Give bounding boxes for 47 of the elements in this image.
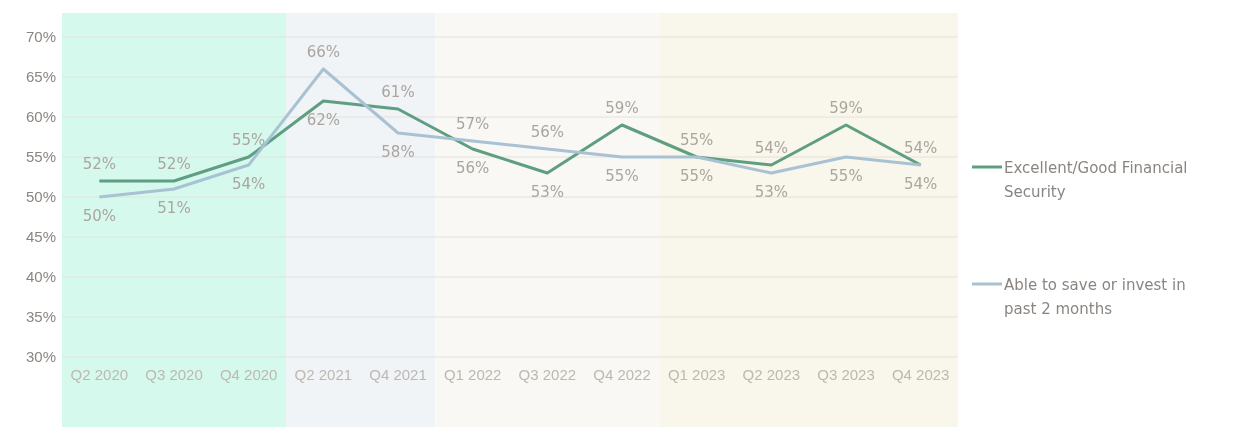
data-label: 54% [231, 175, 266, 193]
data-label: 58% [381, 143, 415, 161]
data-label: 53% [530, 183, 565, 201]
x-tick-label: Q3 2020 [145, 365, 203, 383]
data-label: 55% [679, 167, 714, 185]
data-label: 55% [605, 167, 639, 185]
legend-label: Able to save or invest in past 2 months [1004, 276, 1186, 318]
y-tick-label: 45% [25, 228, 56, 246]
y-tick-label: 30% [25, 348, 56, 366]
data-label: 62% [306, 111, 341, 129]
y-tick-label: 40% [25, 268, 56, 286]
x-tick-label: Q1 2023 [667, 365, 726, 383]
data-label: 52% [82, 155, 117, 173]
x-tick-label: Q4 2021 [369, 365, 427, 383]
x-tick-label: Q2 2023 [742, 365, 801, 383]
x-tick-label: Q4 2020 [219, 365, 278, 383]
y-tick-label: 70% [25, 28, 56, 46]
x-tick-label: Q1 2022 [443, 365, 502, 383]
x-tick-label: Q2 2021 [294, 365, 353, 383]
data-label: 53% [754, 183, 789, 201]
data-label: 57% [455, 115, 490, 133]
data-label: 52% [157, 155, 191, 173]
x-tick-label: Q3 2022 [518, 365, 577, 383]
data-label: 54% [754, 139, 789, 157]
y-tick-label: 60% [25, 108, 56, 126]
x-tick-label: Q2 2020 [70, 365, 129, 383]
y-tick-label: 55% [25, 148, 56, 166]
data-label: 54% [903, 175, 938, 193]
data-label: 66% [306, 43, 341, 61]
data-label: 59% [605, 99, 639, 117]
data-label: 51% [157, 199, 191, 217]
x-tick-label: Q4 2023 [891, 365, 950, 383]
data-label: 59% [829, 99, 863, 117]
y-tick-label: 35% [25, 308, 56, 326]
y-tick-label: 65% [25, 68, 56, 86]
data-label: 50% [82, 207, 117, 225]
data-label: 56% [530, 123, 565, 141]
data-label: 61% [381, 83, 415, 101]
x-tick-label: Q3 2023 [817, 365, 875, 383]
data-label: 54% [903, 139, 938, 157]
x-tick-label: Q4 2022 [593, 365, 651, 383]
data-label: 55% [829, 167, 863, 185]
legend-label: Excellent/Good Financial Security [1004, 159, 1188, 201]
data-label: 55% [679, 131, 714, 149]
data-label: 56% [455, 159, 490, 177]
y-tick-label: 50% [25, 188, 56, 206]
data-label: 55% [231, 131, 266, 149]
